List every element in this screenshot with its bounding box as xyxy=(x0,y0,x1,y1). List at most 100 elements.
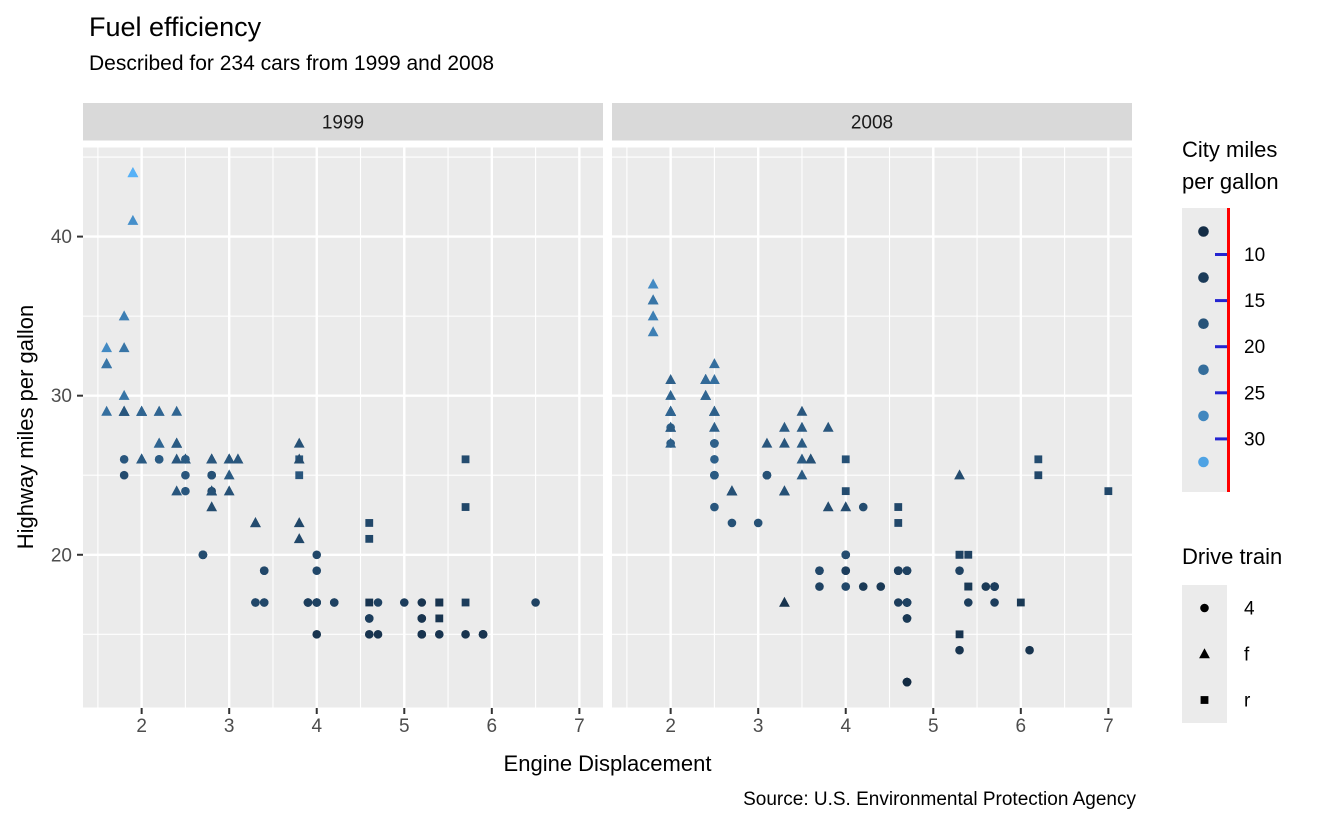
data-point xyxy=(990,582,999,591)
data-point xyxy=(858,502,868,512)
data-point xyxy=(709,373,720,384)
x-tick-label: 5 xyxy=(928,716,939,737)
data-point xyxy=(435,598,444,607)
panel-background xyxy=(612,147,1132,708)
data-point xyxy=(647,294,659,305)
data-point xyxy=(364,630,374,639)
y-tick-label: 30 xyxy=(51,386,72,407)
facet-1999: 1999 2 3 4 5 6 7 xyxy=(83,103,603,737)
data-point xyxy=(312,630,322,639)
data-point xyxy=(295,471,304,480)
data-point xyxy=(894,519,903,527)
data-point xyxy=(955,645,964,655)
data-point xyxy=(762,470,772,480)
data-point xyxy=(955,550,964,559)
data-point xyxy=(531,598,540,607)
data-point xyxy=(1034,455,1043,464)
shape-legend-label: r xyxy=(1244,691,1251,712)
data-point xyxy=(206,453,218,464)
data-point xyxy=(251,598,260,607)
data-point xyxy=(665,389,677,400)
y-axis-title: Highway miles per gallon xyxy=(13,304,38,550)
data-point xyxy=(710,502,719,512)
data-point xyxy=(223,469,235,480)
data-point xyxy=(364,614,374,623)
data-point xyxy=(198,550,208,560)
chart-title: Fuel efficiency xyxy=(89,12,262,42)
data-point xyxy=(1016,598,1025,607)
color-legend: 10 15 20 25 30 xyxy=(1182,208,1265,492)
data-point xyxy=(647,278,659,289)
data-point xyxy=(171,405,183,416)
data-point xyxy=(710,455,719,464)
data-point xyxy=(119,470,129,480)
data-point xyxy=(902,614,912,623)
data-point xyxy=(329,598,339,607)
data-point xyxy=(1025,645,1034,655)
data-point xyxy=(223,453,235,464)
data-point xyxy=(232,453,244,464)
data-point xyxy=(840,501,852,512)
data-point xyxy=(435,614,444,623)
data-point xyxy=(963,598,973,607)
data-point xyxy=(894,503,903,511)
data-point xyxy=(136,405,148,416)
x-axis-title: Engine Displacement xyxy=(503,751,712,776)
color-legend-swatch xyxy=(1198,272,1209,283)
data-point xyxy=(417,630,427,639)
data-point xyxy=(293,437,305,448)
facet-strip xyxy=(612,103,1132,141)
data-point xyxy=(822,421,834,432)
data-point xyxy=(1104,487,1113,496)
color-legend-label: 30 xyxy=(1244,429,1265,450)
data-point xyxy=(181,486,190,496)
data-point xyxy=(136,453,148,464)
color-legend-swatch xyxy=(1198,364,1209,376)
source-caption: Source: U.S. Environmental Protection Ag… xyxy=(743,789,1136,810)
color-legend-swatch xyxy=(1198,318,1209,329)
triangle-key-glyph xyxy=(1199,648,1210,659)
shape-legend-label: f xyxy=(1244,645,1250,666)
data-point xyxy=(902,566,912,575)
y-tick-label: 20 xyxy=(51,545,72,566)
data-point xyxy=(223,485,235,496)
data-point xyxy=(726,485,738,496)
color-legend-key-background xyxy=(1182,208,1227,492)
data-point xyxy=(841,550,851,560)
data-point xyxy=(647,310,659,321)
x-tick-label: 2 xyxy=(665,716,676,737)
data-point xyxy=(293,453,305,464)
data-point xyxy=(293,533,305,544)
data-point xyxy=(841,455,850,464)
shape-legend-label: 4 xyxy=(1244,599,1255,620)
data-point xyxy=(101,405,113,416)
data-point xyxy=(171,453,183,464)
data-point xyxy=(312,598,322,607)
data-point xyxy=(796,453,808,464)
data-point xyxy=(461,455,470,464)
data-point xyxy=(365,598,374,607)
data-point xyxy=(753,518,763,528)
x-tick-label: 2 xyxy=(136,716,147,737)
data-point xyxy=(171,437,183,448)
x-tick-label: 7 xyxy=(574,716,585,737)
data-point xyxy=(841,582,851,591)
data-point xyxy=(312,550,322,560)
data-point xyxy=(981,582,991,591)
data-point xyxy=(365,534,374,543)
x-tick-label: 3 xyxy=(224,716,235,737)
data-point xyxy=(964,582,973,591)
data-point xyxy=(709,405,720,416)
data-point xyxy=(303,598,313,607)
data-point xyxy=(101,342,113,353)
data-point xyxy=(181,455,190,464)
data-point xyxy=(841,487,850,496)
data-point xyxy=(206,501,218,512)
data-point xyxy=(709,358,720,369)
data-point xyxy=(893,598,903,607)
data-point xyxy=(893,566,903,575)
data-point xyxy=(796,469,808,480)
data-point xyxy=(710,470,719,480)
data-point xyxy=(373,598,383,607)
